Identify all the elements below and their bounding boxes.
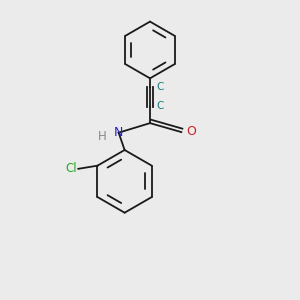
Text: O: O [187, 125, 196, 138]
Text: H: H [98, 130, 106, 143]
Text: C: C [157, 82, 164, 92]
Text: N: N [114, 126, 123, 139]
Text: Cl: Cl [65, 162, 77, 175]
Text: C: C [157, 101, 164, 111]
